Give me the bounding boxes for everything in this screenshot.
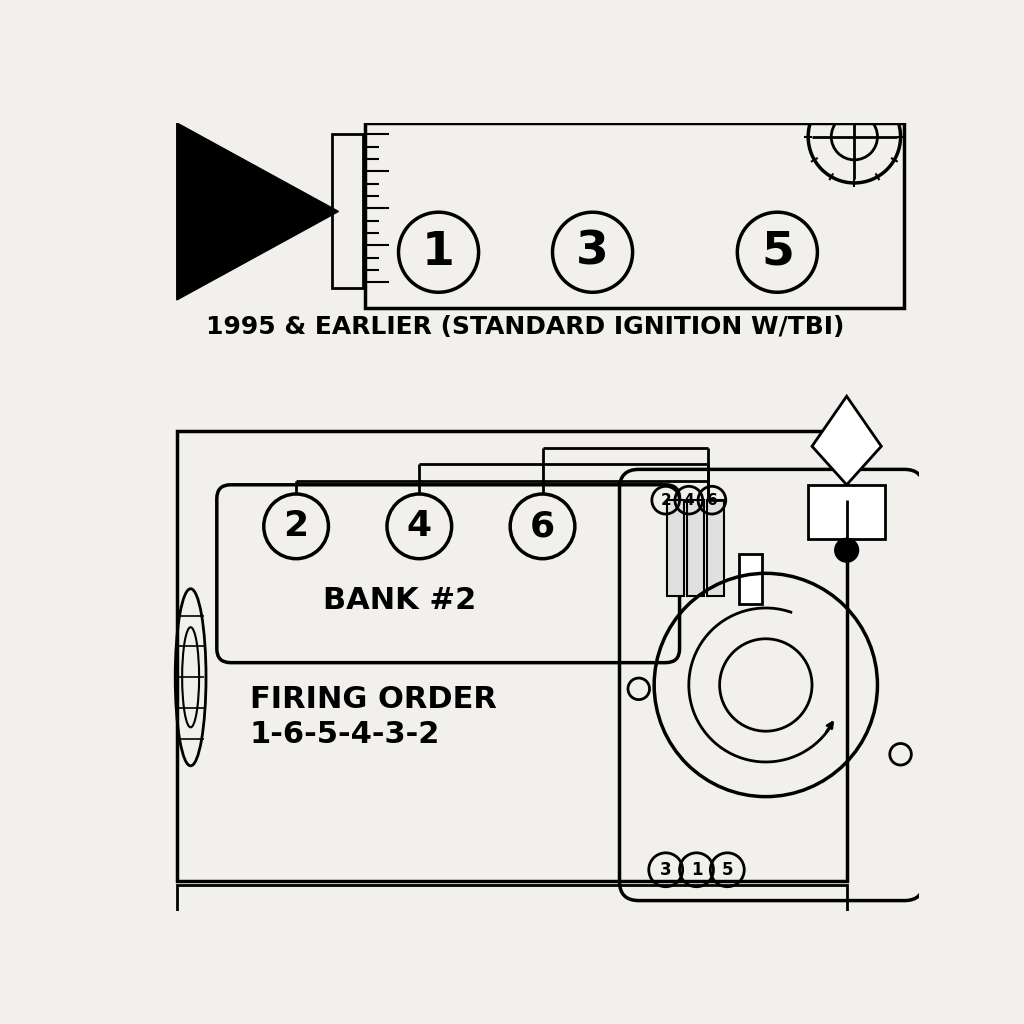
Text: 6: 6 (530, 509, 555, 544)
Circle shape (836, 539, 858, 562)
Bar (668, 500, 684, 596)
Text: 1: 1 (691, 861, 702, 879)
Bar (333, 134, 364, 289)
Text: BANK #2: BANK #2 (324, 586, 477, 614)
Polygon shape (812, 396, 882, 484)
Bar (366, 123, 904, 307)
Bar (177, 885, 847, 912)
Text: 5: 5 (761, 229, 794, 274)
Text: 6: 6 (707, 493, 717, 508)
Text: FIRING ORDER: FIRING ORDER (250, 685, 497, 714)
Text: 1995 & EARLIER (STANDARD IGNITION W/TBI): 1995 & EARLIER (STANDARD IGNITION W/TBI) (206, 315, 844, 339)
Text: 3: 3 (659, 861, 672, 879)
Bar (687, 500, 705, 596)
Bar (708, 500, 724, 596)
Polygon shape (177, 123, 339, 300)
Bar (808, 484, 885, 539)
Text: 2: 2 (284, 509, 308, 544)
Text: 3: 3 (577, 229, 609, 274)
Text: 1-6-5-4-3-2: 1-6-5-4-3-2 (250, 720, 440, 749)
Text: 5: 5 (722, 861, 733, 879)
Text: 2: 2 (660, 493, 671, 508)
Text: 1: 1 (422, 229, 455, 274)
Text: 4: 4 (683, 493, 694, 508)
Bar (739, 554, 762, 604)
Text: 4: 4 (407, 509, 432, 544)
Bar (177, 431, 847, 882)
